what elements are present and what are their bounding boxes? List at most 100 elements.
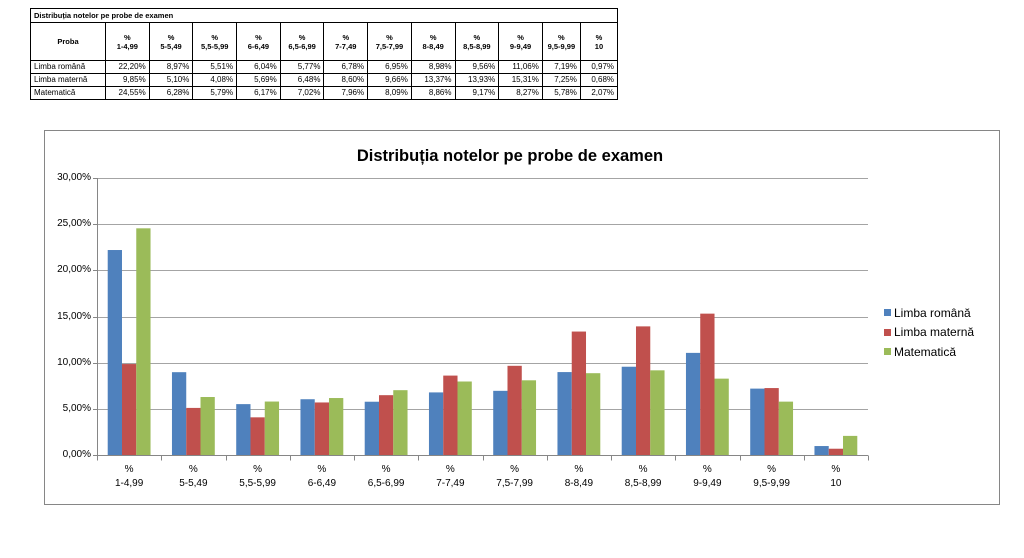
bar: [650, 370, 665, 455]
bar: [200, 397, 215, 455]
column-header: % 9,5-9,99: [541, 22, 581, 61]
table-cell: 13,37%: [410, 73, 456, 87]
table-cell: 5,51%: [192, 60, 238, 74]
table-cell: 9,85%: [105, 73, 150, 87]
bar: [171, 372, 187, 455]
chart-title: Distribuția notelor pe probe de examen: [356, 147, 664, 165]
legend-label: Limba maternă: [894, 325, 975, 340]
axes: [93, 178, 869, 461]
table-cell: 8,09%: [367, 86, 412, 100]
legend-label: Matematică: [894, 344, 957, 359]
bars: [107, 228, 858, 455]
x-tick-label: % 7-7,49: [436, 464, 465, 489]
bar: [750, 388, 765, 455]
table-cell: 8,27%: [498, 86, 543, 100]
legend-swatch: [884, 348, 891, 356]
x-tick-label: % 5-5,49: [179, 464, 208, 489]
bar: [393, 390, 408, 455]
bar: [428, 392, 444, 455]
table-cell: 8,98%: [410, 60, 456, 74]
legend-label: Limba română: [894, 305, 971, 320]
column-header: % 9-9,49: [498, 22, 543, 61]
bar: [828, 448, 844, 455]
bar: [714, 378, 729, 455]
x-tick-label: % 8,5-8,99: [624, 464, 662, 489]
table-title: Distribuția notelor pe probe de examen: [29, 8, 619, 23]
x-tick-label: % 10: [830, 464, 842, 489]
bar: [264, 401, 280, 455]
gridlines: [97, 178, 868, 410]
bar: [121, 364, 137, 455]
bar: [557, 372, 572, 455]
column-header-proba: Proba: [30, 22, 106, 61]
bar: [236, 404, 251, 455]
table-title-row: Distribuția notelor pe probe de examen: [29, 8, 619, 23]
x-tick-label: % 8-8,49: [564, 464, 594, 489]
y-tick-label: 30,00%: [57, 172, 91, 183]
x-tick-label: % 9,5-9,99: [753, 464, 790, 489]
legend: Limba română Limba maternă Matematică: [884, 303, 974, 362]
bar: [700, 313, 715, 455]
grade-distribution-table: Distribuția notelor pe probe de examen P…: [29, 8, 619, 100]
bar: [571, 331, 587, 455]
legend-swatch: [884, 309, 891, 317]
table-cell: 13,93%: [454, 73, 500, 87]
table-cell: 6,17%: [236, 86, 281, 100]
x-tick-label: % 6,5-6,99: [367, 464, 405, 489]
table-cell: 5,69%: [236, 73, 281, 87]
legend-swatch: [884, 328, 891, 336]
table-cell: 8,97%: [148, 60, 194, 74]
bar: [843, 435, 858, 455]
table-cell: 5,77%: [279, 60, 325, 74]
y-tick-label: 0,00%: [62, 449, 91, 460]
column-header: % 7-7,49: [323, 22, 369, 61]
table-header-row: Proba % 1-4,99 % 5-5,49 % 5,5-5,99 % 6-6…: [30, 22, 619, 61]
table-cell: 6,04%: [236, 60, 281, 74]
table-cell: 0,97%: [579, 60, 619, 74]
table-cell: 6,28%: [148, 86, 194, 100]
table-cell: 11,06%: [498, 60, 543, 74]
chart-canvas: [44, 130, 1000, 505]
row-label: Matematică: [30, 86, 106, 100]
bar: [136, 228, 151, 455]
table-cell: 15,31%: [498, 73, 543, 87]
table-cell: 4,08%: [192, 73, 238, 87]
table-cell: 9,17%: [454, 86, 500, 100]
x-tick-label: % 9-9,49: [693, 464, 722, 489]
table-cell: 7,25%: [541, 73, 581, 87]
y-tick-label: 15,00%: [57, 311, 91, 322]
bar: [635, 326, 651, 455]
table-cell: 22,20%: [105, 60, 150, 74]
column-header: % 7,5-7,99: [367, 22, 412, 61]
bar: [329, 398, 344, 455]
y-tick-label: 5,00%: [62, 403, 91, 414]
column-header: % 6-6,49: [236, 22, 281, 61]
table-cell: 5,78%: [541, 86, 581, 100]
bar: [300, 399, 315, 455]
x-tick-label: % 7,5-7,99: [496, 464, 533, 489]
table-row: Matematică 24,55% 6,28% 5,79% 6,17% 7,02…: [30, 86, 619, 100]
legend-item: Limba română: [884, 303, 974, 323]
table-cell: 2,07%: [579, 86, 619, 100]
column-header: % 6,5-6,99: [279, 22, 325, 61]
legend-item: Limba maternă: [884, 323, 974, 343]
x-tick-label: % 6-6,49: [307, 464, 337, 489]
table-cell: 9,66%: [367, 73, 412, 87]
table-cell: 8,86%: [410, 86, 456, 100]
y-tick-label: 25,00%: [57, 218, 91, 229]
bar: [507, 365, 522, 455]
bar: [457, 381, 472, 455]
table-cell: 6,95%: [367, 60, 412, 74]
bar: [764, 388, 779, 455]
bar: [521, 380, 537, 455]
table-cell: 7,96%: [323, 86, 369, 100]
bar-chart: Distribuția notelor pe probe de examen 0…: [44, 130, 1000, 505]
x-tick-label: % 5,5-5,99: [239, 464, 276, 489]
table-row: Limba maternă 9,85% 5,10% 4,08% 5,69% 6,…: [30, 73, 619, 87]
bar: [250, 417, 265, 455]
table-cell: 5,10%: [148, 73, 194, 87]
table-row: Limba română 22,20% 8,97% 5,51% 6,04% 5,…: [30, 60, 619, 74]
column-header: % 8-8,49: [410, 22, 456, 61]
column-header: % 10: [579, 22, 619, 61]
column-header: % 5-5,49: [148, 22, 194, 61]
